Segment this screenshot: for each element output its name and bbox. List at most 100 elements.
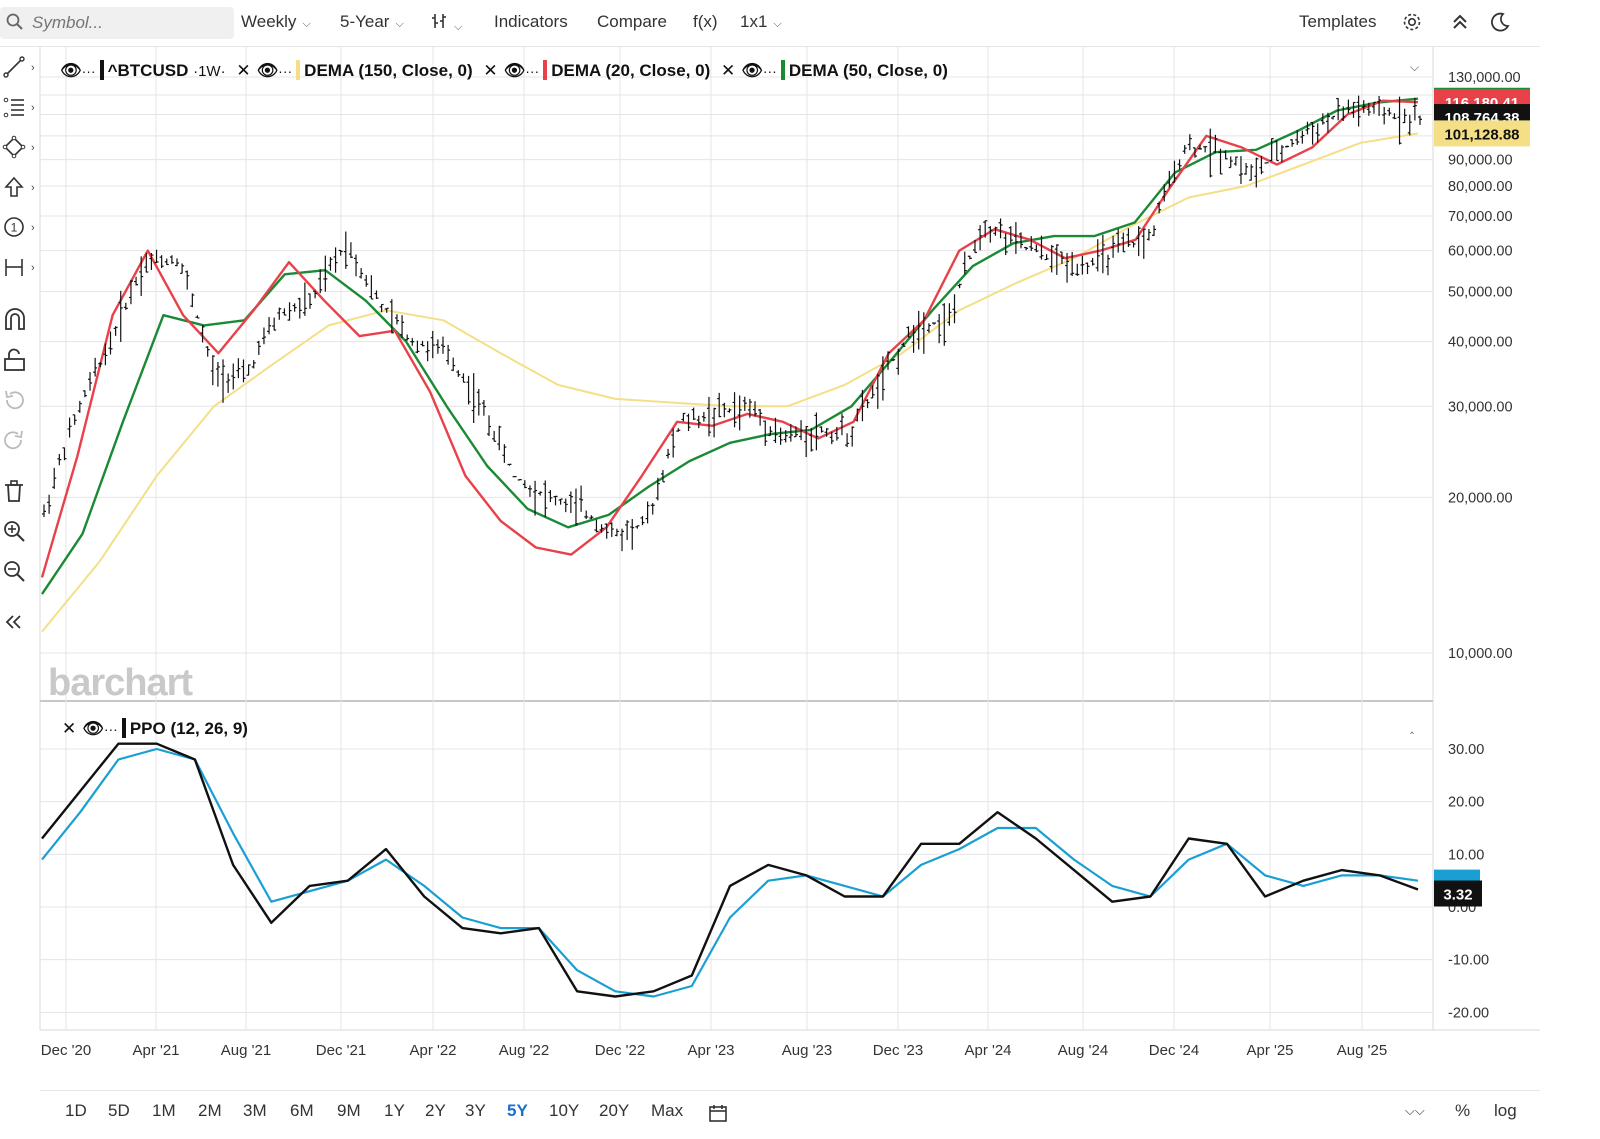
range-10y[interactable]: 10Y (549, 1101, 580, 1120)
period-label: 5-Year (340, 12, 390, 31)
y-tick-label: 30,000.00 (1448, 399, 1513, 415)
measure-tool[interactable]: › (0, 254, 40, 284)
magnet-tool[interactable] (0, 307, 40, 337)
dema50-label: DEMA (50, Close, 0) (788, 61, 948, 80)
templates-button[interactable]: Templates (1299, 12, 1377, 31)
arrow-up-icon (0, 175, 26, 204)
x-tick-label: Aug '21 (221, 1042, 271, 1059)
more-icon[interactable]: ··· (103, 721, 118, 737)
log-toggle[interactable]: log (1494, 1101, 1517, 1120)
zoom-out-button[interactable] (0, 558, 40, 588)
ohlc-bars-icon (430, 14, 448, 34)
panel-collapse-up-icon[interactable]: ‸ (1410, 720, 1415, 734)
range-6m[interactable]: 6M (290, 1101, 314, 1120)
x-tick-label: Aug '24 (1058, 1042, 1108, 1059)
range-2m[interactable]: 2M (198, 1101, 222, 1120)
range-20y[interactable]: 20Y (599, 1101, 630, 1120)
chevron-down-icon: ⌵ (395, 18, 404, 30)
x-tick-label: Apr '25 (1246, 1042, 1293, 1059)
panel-collapse-chevron-icon[interactable]: ⌵ (1410, 60, 1420, 74)
series-color-swatch (99, 60, 104, 80)
range-3m[interactable]: 3M (243, 1101, 267, 1120)
collapse-up-icon[interactable] (1450, 12, 1470, 37)
trash-icon (0, 479, 26, 508)
unlock-icon (0, 347, 28, 378)
eye-icon[interactable]: 👁 (82, 719, 104, 738)
x-tick-label: Apr '22 (409, 1042, 456, 1059)
double-chevron-down-icon[interactable]: ⌵⌵ (1405, 1103, 1425, 1118)
more-icon[interactable]: ··· (278, 63, 293, 79)
percent-toggle[interactable]: % (1455, 1101, 1471, 1120)
compare-button[interactable]: Compare (597, 12, 667, 31)
collapse-toolbar-button[interactable] (0, 609, 40, 639)
y-tick-label: 30.00 (1448, 742, 1484, 758)
eye-icon[interactable]: 👁 (256, 61, 279, 80)
range-5y[interactable]: 5Y (507, 1101, 528, 1120)
more-icon[interactable]: ··· (762, 63, 777, 79)
polygon-icon (0, 135, 26, 164)
dema20-swatch (543, 60, 548, 80)
range-5d[interactable]: 5D (108, 1101, 130, 1120)
undo-button[interactable] (0, 387, 40, 417)
redo-icon (0, 428, 26, 457)
symbol-input[interactable] (30, 12, 224, 34)
x-tick-label: Dec '21 (316, 1042, 366, 1059)
chevron-right-icon: › (31, 262, 35, 274)
svg-text:1: 1 (11, 220, 18, 234)
y-tick-label: 20,000.00 (1448, 490, 1513, 506)
range-1d[interactable]: 1D (65, 1101, 87, 1120)
range-1y[interactable]: 1Y (384, 1101, 405, 1120)
zoom-in-button[interactable] (0, 518, 40, 548)
range-max[interactable]: Max (651, 1101, 684, 1120)
symbol-search[interactable] (0, 7, 234, 39)
arrow-tool[interactable]: › (0, 174, 40, 204)
trendline-icon (0, 55, 26, 84)
x-tick-label: Dec '22 (595, 1042, 645, 1059)
calendar-icon[interactable] (708, 1103, 728, 1128)
range-2y[interactable]: 2Y (425, 1101, 446, 1120)
delete-button[interactable] (0, 478, 40, 508)
redo-button[interactable] (0, 427, 40, 457)
range-3y[interactable]: 3Y (465, 1101, 486, 1120)
ppo-line (41, 742, 1419, 998)
close-icon[interactable]: ✕ (483, 61, 498, 80)
eye-icon[interactable]: 👁 (60, 61, 82, 80)
fx-button[interactable]: f(x) (693, 12, 718, 31)
trendline-tool[interactable]: › (0, 54, 40, 84)
range-1m[interactable]: 1M (152, 1101, 176, 1120)
chart-canvas[interactable]: Dec '20 Apr '21 Aug '21 Dec '21 Apr '22 Aug '… (0, 0, 1540, 1090)
more-icon[interactable]: ··· (525, 63, 540, 79)
gear-icon[interactable] (1401, 11, 1423, 38)
y-tick-label: 60,000.00 (1448, 244, 1513, 260)
ppo-swatch (121, 718, 126, 738)
bar-type-select[interactable]: ⌵ (430, 12, 462, 35)
y-tick-label: 20.00 (1448, 795, 1484, 811)
y-tick-label: 10,000.00 (1448, 646, 1513, 662)
lock-tool[interactable] (0, 347, 40, 377)
chevron-right-icon: › (31, 222, 35, 234)
zoom-in-icon (0, 519, 26, 548)
eye-icon[interactable]: 👁 (503, 61, 526, 80)
undo-icon (0, 388, 26, 417)
fib-tool[interactable]: › (0, 94, 40, 124)
shape-tool[interactable]: › (0, 134, 40, 164)
magnet-icon (0, 307, 28, 338)
eye-icon[interactable]: 👁 (741, 61, 763, 80)
price-tag (1434, 120, 1530, 147)
interval-select[interactable]: Weekly ⌵ (241, 12, 311, 32)
range-9m[interactable]: 9M (337, 1101, 361, 1120)
close-icon[interactable]: ✕ (236, 61, 251, 80)
close-icon[interactable]: ✕ (62, 719, 77, 738)
moon-icon[interactable] (1489, 11, 1511, 38)
more-icon[interactable]: ··· (81, 63, 96, 79)
ppo-legend: ✕ 👁··· PPO (12, 26, 9) (62, 718, 248, 739)
price-tag-label: 101,128.88 (1444, 126, 1519, 143)
y-tick-label: 50,000.00 (1448, 285, 1513, 301)
indicators-button[interactable]: Indicators (494, 12, 568, 31)
close-icon[interactable]: ✕ (721, 61, 736, 80)
annotation-tool[interactable]: 1 › (0, 214, 40, 244)
period-select[interactable]: 5-Year ⌵ (340, 12, 404, 32)
x-tick-label: Aug '23 (782, 1042, 832, 1059)
price-tag-label: 3.32 (1443, 887, 1472, 904)
layout-select[interactable]: 1x1 ⌵ (740, 12, 782, 32)
